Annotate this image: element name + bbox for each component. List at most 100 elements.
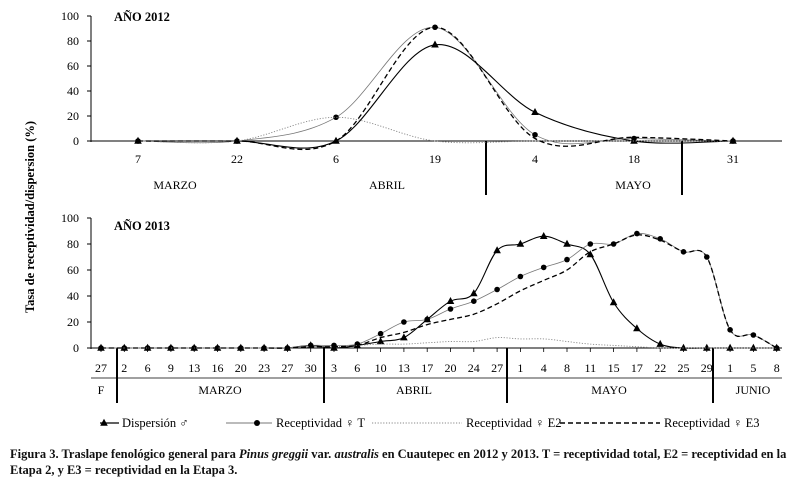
data-point bbox=[631, 135, 637, 142]
x-tick-label: 20 bbox=[445, 361, 457, 375]
legend-marker bbox=[254, 420, 260, 426]
x-tick-label: 19 bbox=[429, 152, 441, 166]
data-point bbox=[400, 333, 408, 341]
month-label: MAYO bbox=[615, 178, 651, 192]
data-point bbox=[446, 297, 455, 304]
data-point bbox=[634, 230, 640, 237]
x-tick-label: 17 bbox=[421, 361, 433, 375]
data-point bbox=[470, 289, 478, 297]
y-tick-label: 100 bbox=[61, 211, 79, 225]
x-tick-label: 27 bbox=[491, 361, 503, 375]
series-line bbox=[137, 44, 734, 149]
panel-title: AÑO 2012 bbox=[114, 10, 170, 24]
panel-title: AÑO 2013 bbox=[114, 219, 170, 233]
series-line bbox=[101, 337, 777, 349]
x-tick-label: 22 bbox=[231, 152, 243, 166]
legend-label: Receptividad ♀ T bbox=[276, 416, 365, 430]
y-tick-label: 0 bbox=[73, 341, 79, 355]
data-point bbox=[610, 241, 617, 247]
x-tick-label: 15 bbox=[608, 361, 620, 375]
x-tick-label: 4 bbox=[541, 361, 547, 375]
data-point bbox=[679, 343, 688, 351]
x-tick-label: 4 bbox=[532, 152, 538, 166]
y-tick-label: 80 bbox=[67, 237, 79, 251]
x-tick-label: 13 bbox=[188, 361, 200, 375]
month-label: MARZO bbox=[198, 383, 242, 397]
x-tick-label: 6 bbox=[145, 361, 151, 375]
figure-caption: Figura 3. Traslape fenológico general pa… bbox=[10, 446, 795, 478]
x-tick-label: 7 bbox=[135, 152, 141, 166]
y-axis-label: Tasa de receptividad/dispersion (%) bbox=[23, 121, 37, 313]
data-point bbox=[564, 256, 570, 263]
data-point bbox=[773, 345, 780, 351]
data-point bbox=[471, 298, 477, 305]
x-tick-label: 8 bbox=[774, 361, 780, 375]
y-tick-label: 0 bbox=[73, 134, 79, 148]
series-line bbox=[137, 26, 734, 151]
x-tick-label: 1 bbox=[517, 361, 523, 375]
y-tick-label: 20 bbox=[67, 109, 79, 123]
legend: Dispersión ♂ Receptividad ♀ T Receptividad… bbox=[100, 416, 759, 430]
data-point bbox=[586, 250, 595, 258]
data-point bbox=[703, 343, 711, 351]
data-point bbox=[494, 286, 500, 293]
x-tick-label: 13 bbox=[398, 361, 410, 375]
data-point bbox=[376, 337, 385, 345]
data-point bbox=[168, 345, 174, 351]
x-tick-label: 22 bbox=[654, 361, 666, 375]
data-point bbox=[516, 239, 525, 247]
month-label: MAYO bbox=[591, 383, 627, 397]
data-point bbox=[563, 239, 571, 247]
x-tick-label: 16 bbox=[212, 361, 224, 375]
series-line bbox=[101, 235, 777, 349]
data-point bbox=[749, 343, 758, 351]
x-tick-label: 8 bbox=[564, 361, 570, 375]
x-tick-label: 29 bbox=[701, 361, 713, 375]
data-point bbox=[726, 343, 734, 351]
legend-label: Receptividad ♀ E3 bbox=[664, 416, 759, 430]
x-tick-label: 23 bbox=[258, 361, 270, 375]
data-point bbox=[401, 319, 407, 325]
y-tick-label: 100 bbox=[61, 9, 79, 23]
x-tick-label: 10 bbox=[375, 361, 387, 375]
x-tick-label: 27 bbox=[281, 361, 293, 375]
y-tick-label: 40 bbox=[67, 289, 79, 303]
data-point bbox=[656, 339, 664, 347]
x-tick-label: 11 bbox=[585, 361, 597, 375]
month-label: ABRIL bbox=[396, 383, 432, 397]
series-line bbox=[101, 234, 778, 349]
y-tick-label: 40 bbox=[67, 84, 79, 98]
caption-rest: en Cuautepec en 2012 y 2013. T = recepti… bbox=[10, 447, 787, 477]
y-tick-label: 60 bbox=[67, 59, 79, 73]
month-label: JUNIO bbox=[736, 383, 771, 397]
x-tick-label: 31 bbox=[727, 152, 739, 166]
y-tick-label: 20 bbox=[67, 315, 79, 329]
data-point bbox=[377, 330, 384, 337]
data-point bbox=[532, 131, 538, 138]
x-tick-label: 27 bbox=[95, 361, 107, 375]
data-point bbox=[424, 316, 431, 323]
x-tick-label: 3 bbox=[331, 361, 337, 375]
x-tick-label: 18 bbox=[628, 152, 640, 166]
data-point bbox=[493, 246, 501, 254]
chart-2012: 0 20 40 60 80 100 AÑO 2012 7 22 6 19 4 18 31 MARZO ABRI… bbox=[61, 9, 782, 195]
data-point bbox=[333, 114, 339, 121]
x-tick-label: 2 bbox=[121, 361, 127, 375]
y-tick-label: 80 bbox=[67, 34, 79, 48]
x-tick-label: 20 bbox=[235, 361, 247, 375]
x-tick-label: 5 bbox=[750, 361, 756, 375]
data-point bbox=[447, 306, 454, 312]
data-point bbox=[633, 324, 641, 332]
data-point bbox=[144, 345, 151, 351]
x-tick-label: 24 bbox=[468, 361, 480, 375]
data-point bbox=[331, 342, 337, 349]
x-tick-label: 25 bbox=[678, 361, 690, 375]
caption-species: Pinus greggii bbox=[239, 447, 309, 461]
data-point bbox=[587, 241, 594, 247]
data-point bbox=[431, 40, 439, 48]
data-point bbox=[609, 298, 618, 306]
data-point bbox=[307, 342, 314, 349]
x-tick-label: 1 bbox=[727, 361, 733, 375]
caption-variety: australis bbox=[334, 447, 379, 461]
